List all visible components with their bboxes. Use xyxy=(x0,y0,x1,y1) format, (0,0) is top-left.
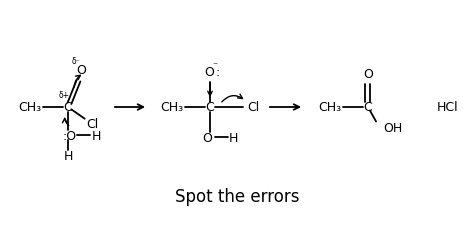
Text: CH₃: CH₃ xyxy=(18,101,42,114)
Text: HCl: HCl xyxy=(437,101,459,114)
Text: H: H xyxy=(64,149,73,162)
Text: O: O xyxy=(202,131,212,144)
Text: δ+: δ+ xyxy=(58,91,70,100)
Text: OH: OH xyxy=(383,121,402,134)
Text: CH₃: CH₃ xyxy=(319,101,342,114)
Text: C: C xyxy=(206,101,214,114)
Text: C: C xyxy=(364,101,373,114)
Text: CH₃: CH₃ xyxy=(160,101,183,114)
FancyArrowPatch shape xyxy=(222,95,243,102)
Text: :: : xyxy=(216,66,220,79)
Text: Cl: Cl xyxy=(247,101,259,114)
Text: O: O xyxy=(363,68,373,81)
Text: H: H xyxy=(91,129,100,142)
FancyArrowPatch shape xyxy=(63,119,69,126)
FancyArrowPatch shape xyxy=(208,83,212,96)
Text: Spot the errors: Spot the errors xyxy=(175,187,299,205)
Text: Cl: Cl xyxy=(86,118,98,131)
Text: H: H xyxy=(228,131,237,144)
Text: O: O xyxy=(204,66,214,79)
Text: :O: :O xyxy=(63,129,77,142)
Text: δ⁻: δ⁻ xyxy=(72,56,80,65)
Text: C: C xyxy=(64,101,73,114)
FancyArrowPatch shape xyxy=(74,76,81,88)
Text: ⁻: ⁻ xyxy=(212,61,218,71)
Text: O: O xyxy=(76,63,86,76)
